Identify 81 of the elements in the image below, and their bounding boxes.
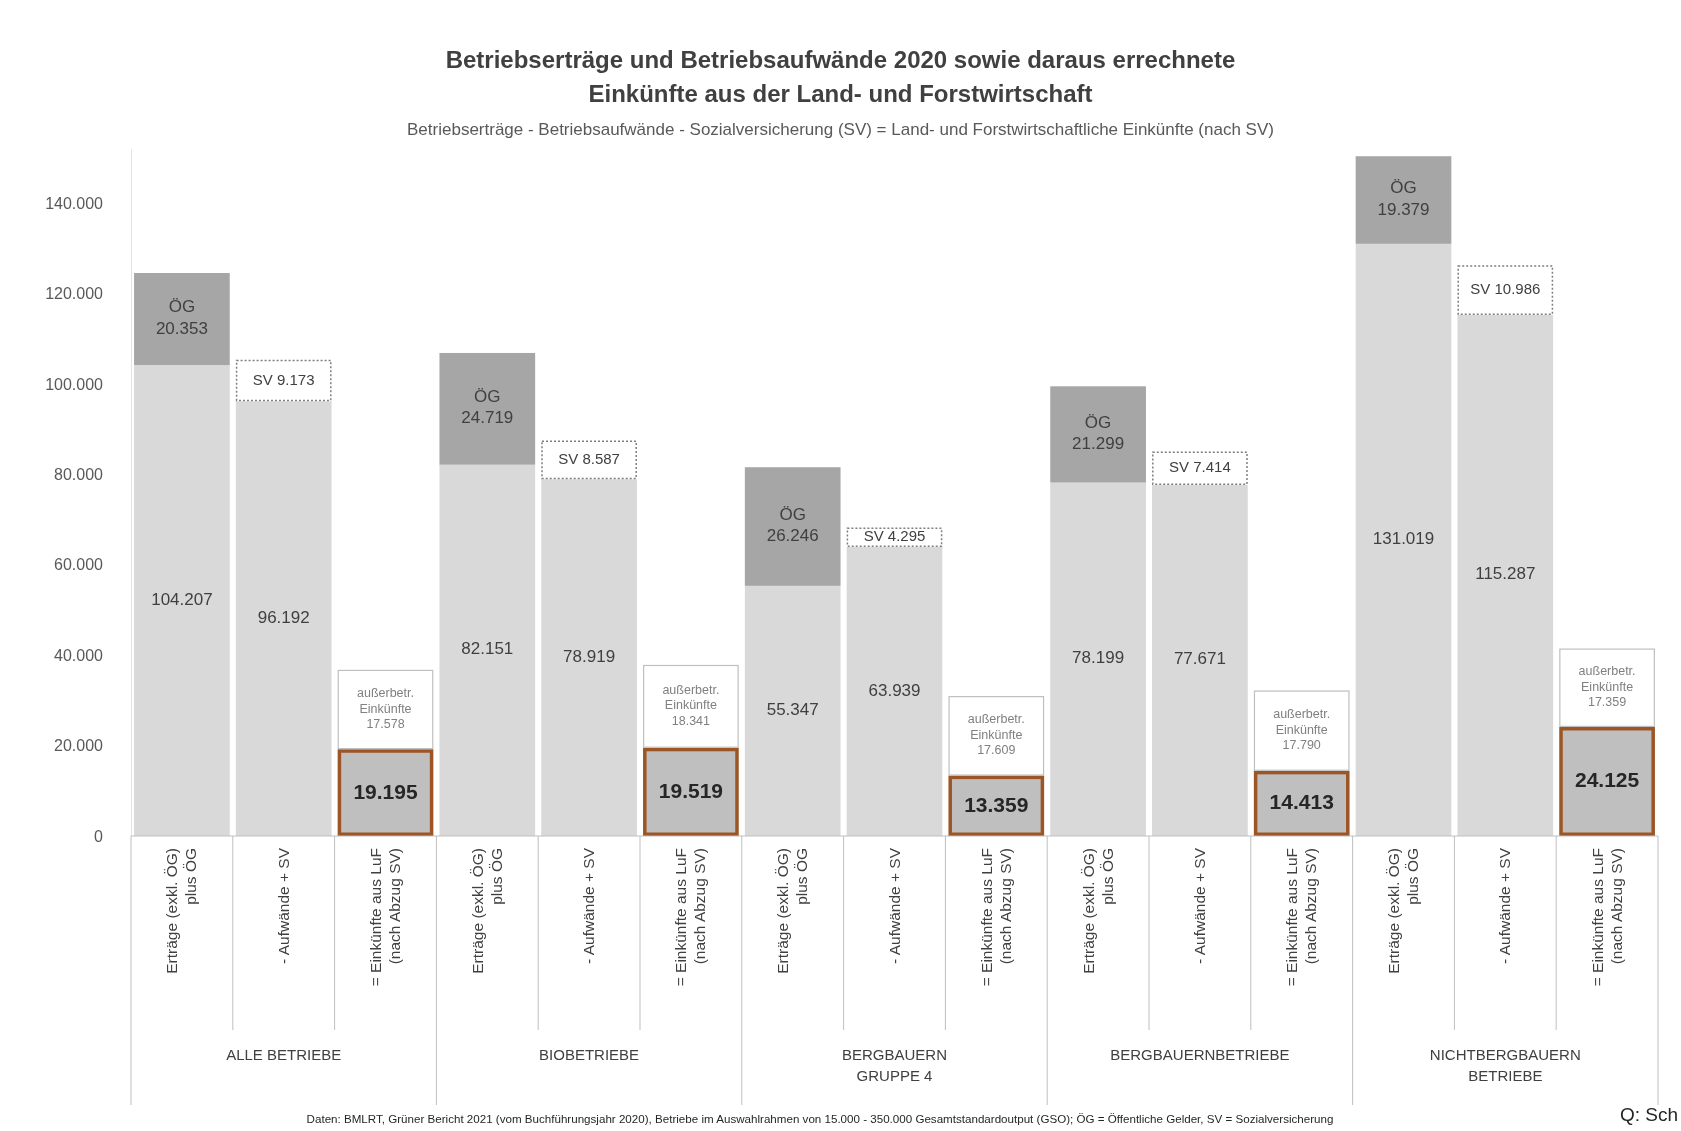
x-tick-label: - Aufwände + SV bbox=[1190, 847, 1208, 964]
bar bbox=[1457, 265, 1554, 315]
data-label: 78.199 bbox=[1072, 648, 1125, 668]
data-label: SV 10.986 bbox=[1470, 280, 1541, 298]
bar bbox=[1050, 482, 1146, 836]
y-tick-label: 20.000 bbox=[54, 737, 104, 755]
x-tick-label: - Aufwände + SV bbox=[1496, 847, 1514, 964]
data-label: 19.195 bbox=[353, 779, 418, 803]
bar bbox=[1355, 156, 1452, 244]
text: ALLE BETRIEBE bbox=[226, 1045, 342, 1063]
bar bbox=[744, 467, 841, 586]
y-tick-label: 40.000 bbox=[54, 646, 104, 664]
y-tick-label: 0 bbox=[94, 827, 104, 845]
bar bbox=[134, 365, 230, 836]
bar bbox=[235, 401, 332, 836]
data-label: ÖG 20.353 bbox=[155, 297, 208, 339]
data-label: 104.207 bbox=[151, 589, 213, 609]
data-label: 13.359 bbox=[964, 792, 1029, 816]
x-tick-label: Erträge (exkl. ÖG) plus ÖG bbox=[1385, 848, 1421, 974]
x-tick-label: Erträge (exkl. ÖG) plus ÖG bbox=[468, 848, 505, 974]
bar bbox=[134, 273, 230, 366]
data-label: SV 4.295 bbox=[863, 527, 926, 545]
x-tick-label: = Einkünfte aus LuF (nach Abzug SV) bbox=[1283, 848, 1320, 987]
data-label: 77.671 bbox=[1173, 649, 1226, 669]
text: BIOBETRIEBE bbox=[539, 1045, 640, 1063]
x-tick-label: Erträge (exkl. ÖG) plus ÖG bbox=[1079, 848, 1116, 974]
bar bbox=[1152, 451, 1248, 485]
chart-subtitle: Betriebserträge - Betriebsaufwände - Sozialversicherung (SV) = Land- und Forstwirtschaftliche Einkünfte (nach SV) bbox=[407, 120, 1274, 140]
data-label: SV 9.173 bbox=[252, 370, 315, 388]
data-label: 96.192 bbox=[257, 608, 310, 628]
data-label: SV 8.587 bbox=[558, 449, 620, 467]
text: NICHTBERGBAUERN BETRIEBE bbox=[1429, 1045, 1581, 1084]
y-tick-label: 60.000 bbox=[54, 556, 104, 574]
data-label: ÖG 21.299 bbox=[1072, 413, 1125, 454]
data-label: 78.919 bbox=[563, 647, 616, 667]
text: Daten: BMLRT, Grüner Bericht 2021 (vom Buchführungsjahr 2020), Betriebe im Auswahlrahmen von 15.000 - 350.000 Gesamtstandardoutput (GSO); ÖG = Öffentliche Gelder, SV = Sozialversicherung bbox=[306, 1112, 1334, 1126]
data-label: ÖG 26.246 bbox=[766, 505, 819, 546]
x-tick-label: = Einkünfte aus LuF (nach Abzug SV) bbox=[367, 848, 403, 987]
x-tick-label: = Einkünfte aus LuF (nach Abzug SV) bbox=[1588, 848, 1625, 987]
x-tick-label: Erträge (exkl. ÖG) plus ÖG bbox=[163, 848, 200, 974]
data-label: ÖG 19.379 bbox=[1377, 178, 1430, 220]
y-tick-label: 100.000 bbox=[45, 375, 104, 393]
bar bbox=[1152, 484, 1248, 836]
data-label: 131.019 bbox=[1372, 529, 1435, 549]
bar bbox=[744, 585, 841, 836]
bar bbox=[439, 352, 536, 465]
data-label: 82.151 bbox=[461, 639, 514, 659]
data-label: 19.519 bbox=[658, 778, 724, 802]
bar bbox=[541, 440, 637, 480]
data-label: außerbetr. Einkünfte 18.341 bbox=[662, 683, 720, 729]
bar bbox=[439, 464, 536, 836]
x-tick-label: - Aufwände + SV bbox=[885, 847, 903, 964]
data-label: außerbetr. Einkünfte 17.578 bbox=[357, 686, 414, 732]
data-label: außerbetr. Einkünfte 17.790 bbox=[1273, 707, 1331, 753]
data-label: SV 7.414 bbox=[1169, 458, 1231, 476]
data-label: außerbetr. Einkünfte 17.359 bbox=[1578, 664, 1636, 710]
x-tick-label: - Aufwände + SV bbox=[580, 847, 598, 964]
y-tick-label: 140.000 bbox=[45, 194, 104, 212]
text: Q: Sch bbox=[1619, 1104, 1678, 1126]
chart-title: Betriebserträge und Betriebsaufwände 2020 sowie daraus errechnete Einkünfte aus der Land- und Forstwirtschaft bbox=[445, 46, 1236, 108]
bar bbox=[235, 359, 332, 402]
y-tick-label: 80.000 bbox=[54, 466, 104, 484]
bar bbox=[1050, 386, 1146, 483]
data-label: außerbetr. Einkünfte 17.609 bbox=[967, 712, 1025, 758]
x-tick-label: - Aufwände + SV bbox=[274, 847, 292, 964]
data-label: 55.347 bbox=[766, 700, 819, 720]
text: BERGBAUERN GRUPPE 4 bbox=[841, 1045, 948, 1084]
bar bbox=[1457, 314, 1554, 836]
text: BERGBAUERNBETRIEBE bbox=[1110, 1045, 1290, 1063]
data-label: 14.413 bbox=[1269, 789, 1334, 813]
x-tick-label: Erträge (exkl. ÖG) plus ÖG bbox=[774, 848, 811, 974]
bar bbox=[1355, 243, 1452, 836]
y-tick-label: 120.000 bbox=[45, 285, 104, 303]
data-label: 115.287 bbox=[1475, 564, 1536, 584]
data-label: 63.939 bbox=[868, 680, 921, 700]
x-tick-label: = Einkünfte aus LuF (nach Abzug SV) bbox=[672, 848, 709, 987]
data-label: ÖG 24.719 bbox=[461, 387, 514, 428]
x-tick-label: = Einkünfte aus LuF (nach Abzug SV) bbox=[977, 848, 1014, 987]
data-label: 24.125 bbox=[1574, 768, 1640, 792]
bar bbox=[846, 547, 943, 836]
bar bbox=[541, 479, 637, 836]
